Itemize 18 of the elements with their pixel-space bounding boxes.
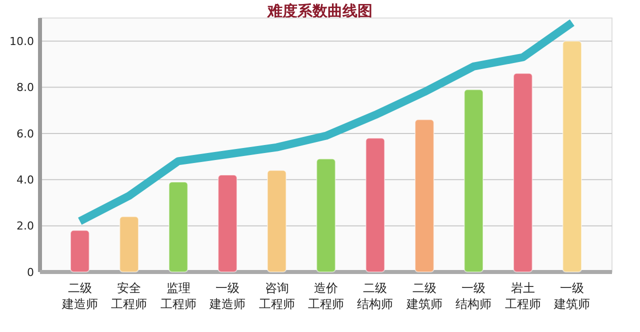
x-tick-label: 咨询工程师 [258,281,295,311]
y-tick-label: 0 [27,266,34,279]
x-tick-label: 一级结构师 [456,281,492,311]
y-tick-label: 6.0 [16,127,34,140]
x-tick-label: 一级建筑师 [553,281,590,311]
x-tick-label: 一级建造师 [208,281,246,311]
y-tick-label: 2.0 [16,220,34,233]
chart-title: 难度系数曲线图 [266,2,372,20]
x-tick-label: 二级建造师 [60,281,98,311]
x-tick-label: 监理工程师 [160,281,196,311]
x-tick-label: 二级建筑师 [405,281,442,311]
x-tick-label: 岩土工程师 [504,281,541,311]
y-tick-label: 10.0 [10,34,34,48]
x-tick-label: 二级结构师 [357,281,394,311]
y-tick-label: 8.0 [16,81,34,94]
x-tick-label: 造价工程师 [308,281,344,311]
y-tick-label: 4.0 [16,173,34,186]
x-tick-label: 安全工程师 [111,281,148,311]
